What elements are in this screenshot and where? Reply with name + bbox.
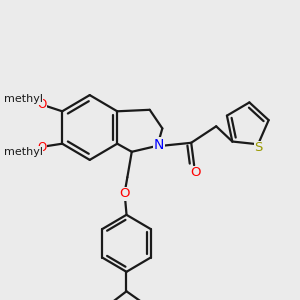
Text: O: O (190, 166, 200, 179)
Text: O: O (38, 141, 47, 154)
Text: methyl: methyl (4, 94, 43, 104)
Text: N: N (154, 138, 164, 152)
Text: S: S (254, 141, 263, 154)
Text: O: O (120, 187, 130, 200)
Text: methyl: methyl (4, 147, 43, 157)
Text: O: O (38, 98, 47, 111)
